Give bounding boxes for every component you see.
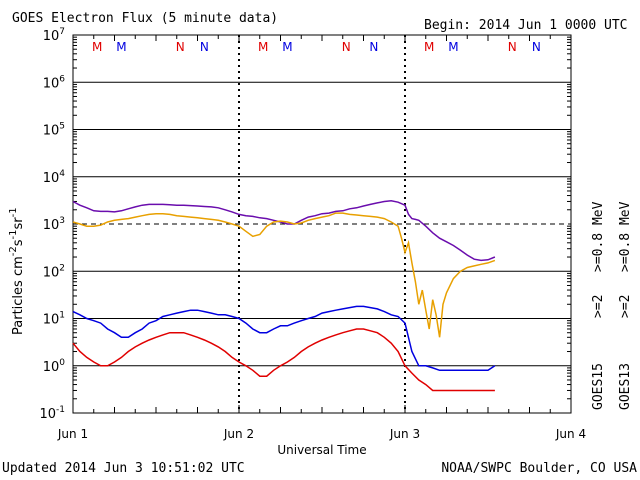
y-tick-label: 102 xyxy=(43,263,65,280)
magnetopause-marker: N xyxy=(532,40,541,54)
x-tick-label: Jun 4 xyxy=(555,427,586,441)
grid-lines xyxy=(73,35,571,413)
magnetopause-marker: M xyxy=(282,40,292,54)
legend-goes15-08mev: >=0.8 MeV xyxy=(591,201,606,272)
y-axis-ticks: 10-1 100 101 102 103 104 105 106 107 xyxy=(39,27,571,422)
legend-goes15: GOES15 xyxy=(591,363,606,410)
series-line xyxy=(72,328,495,392)
magnetopause-marker: M xyxy=(92,40,102,54)
legend-goes13: GOES13 xyxy=(618,363,633,410)
series-line xyxy=(72,200,496,262)
series-line xyxy=(72,212,496,338)
chart-title: GOES Electron Flux (5 minute data) xyxy=(12,11,278,26)
series-line xyxy=(72,305,496,372)
y-tick-label: 104 xyxy=(43,169,66,186)
legend-goes15-2mev: >=2 xyxy=(591,295,606,318)
updated-label: Updated 2014 Jun 3 10:51:02 UTC xyxy=(2,461,245,476)
y-tick-label: 106 xyxy=(43,74,66,91)
y-tick-label: 105 xyxy=(43,122,65,139)
magnetopause-marker: M xyxy=(424,40,434,54)
x-tick-label: Jun 1 xyxy=(57,427,88,441)
magnetopause-marker: N xyxy=(176,40,185,54)
x-axis-label: Universal Time xyxy=(277,443,366,457)
y-tick-label: 103 xyxy=(43,216,65,233)
magnetopause-marker: N xyxy=(342,40,351,54)
magnetopause-marker: N xyxy=(508,40,517,54)
y-axis-label: Particles cm-2s-1sr-1 xyxy=(8,207,26,335)
magnetopause-marker: M xyxy=(116,40,126,54)
credit-label: NOAA/SWPC Boulder, CO USA xyxy=(441,461,637,476)
legend-goes13-08mev: >=0.8 MeV xyxy=(618,201,633,272)
begin-label: Begin: 2014 Jun 1 0000 UTC xyxy=(424,18,628,33)
legend-goes13-2mev: >=2 xyxy=(618,295,633,318)
y-tick-label: 10-1 xyxy=(39,405,65,422)
x-axis-ticks: Jun 1 Jun 2 Jun 3 Jun 4 xyxy=(57,35,586,441)
magnetopause-marker: M xyxy=(448,40,458,54)
magnetopause-marker: N xyxy=(369,40,378,54)
y-tick-label: 100 xyxy=(43,358,66,375)
x-tick-label: Jun 3 xyxy=(389,427,420,441)
y-tick-label: 101 xyxy=(43,311,65,328)
magnetopause-marker: M xyxy=(258,40,268,54)
series-lines xyxy=(72,200,496,392)
x-tick-label: Jun 2 xyxy=(223,427,254,441)
y-tick-label: 107 xyxy=(43,27,65,44)
magnetopause-marker: N xyxy=(200,40,209,54)
